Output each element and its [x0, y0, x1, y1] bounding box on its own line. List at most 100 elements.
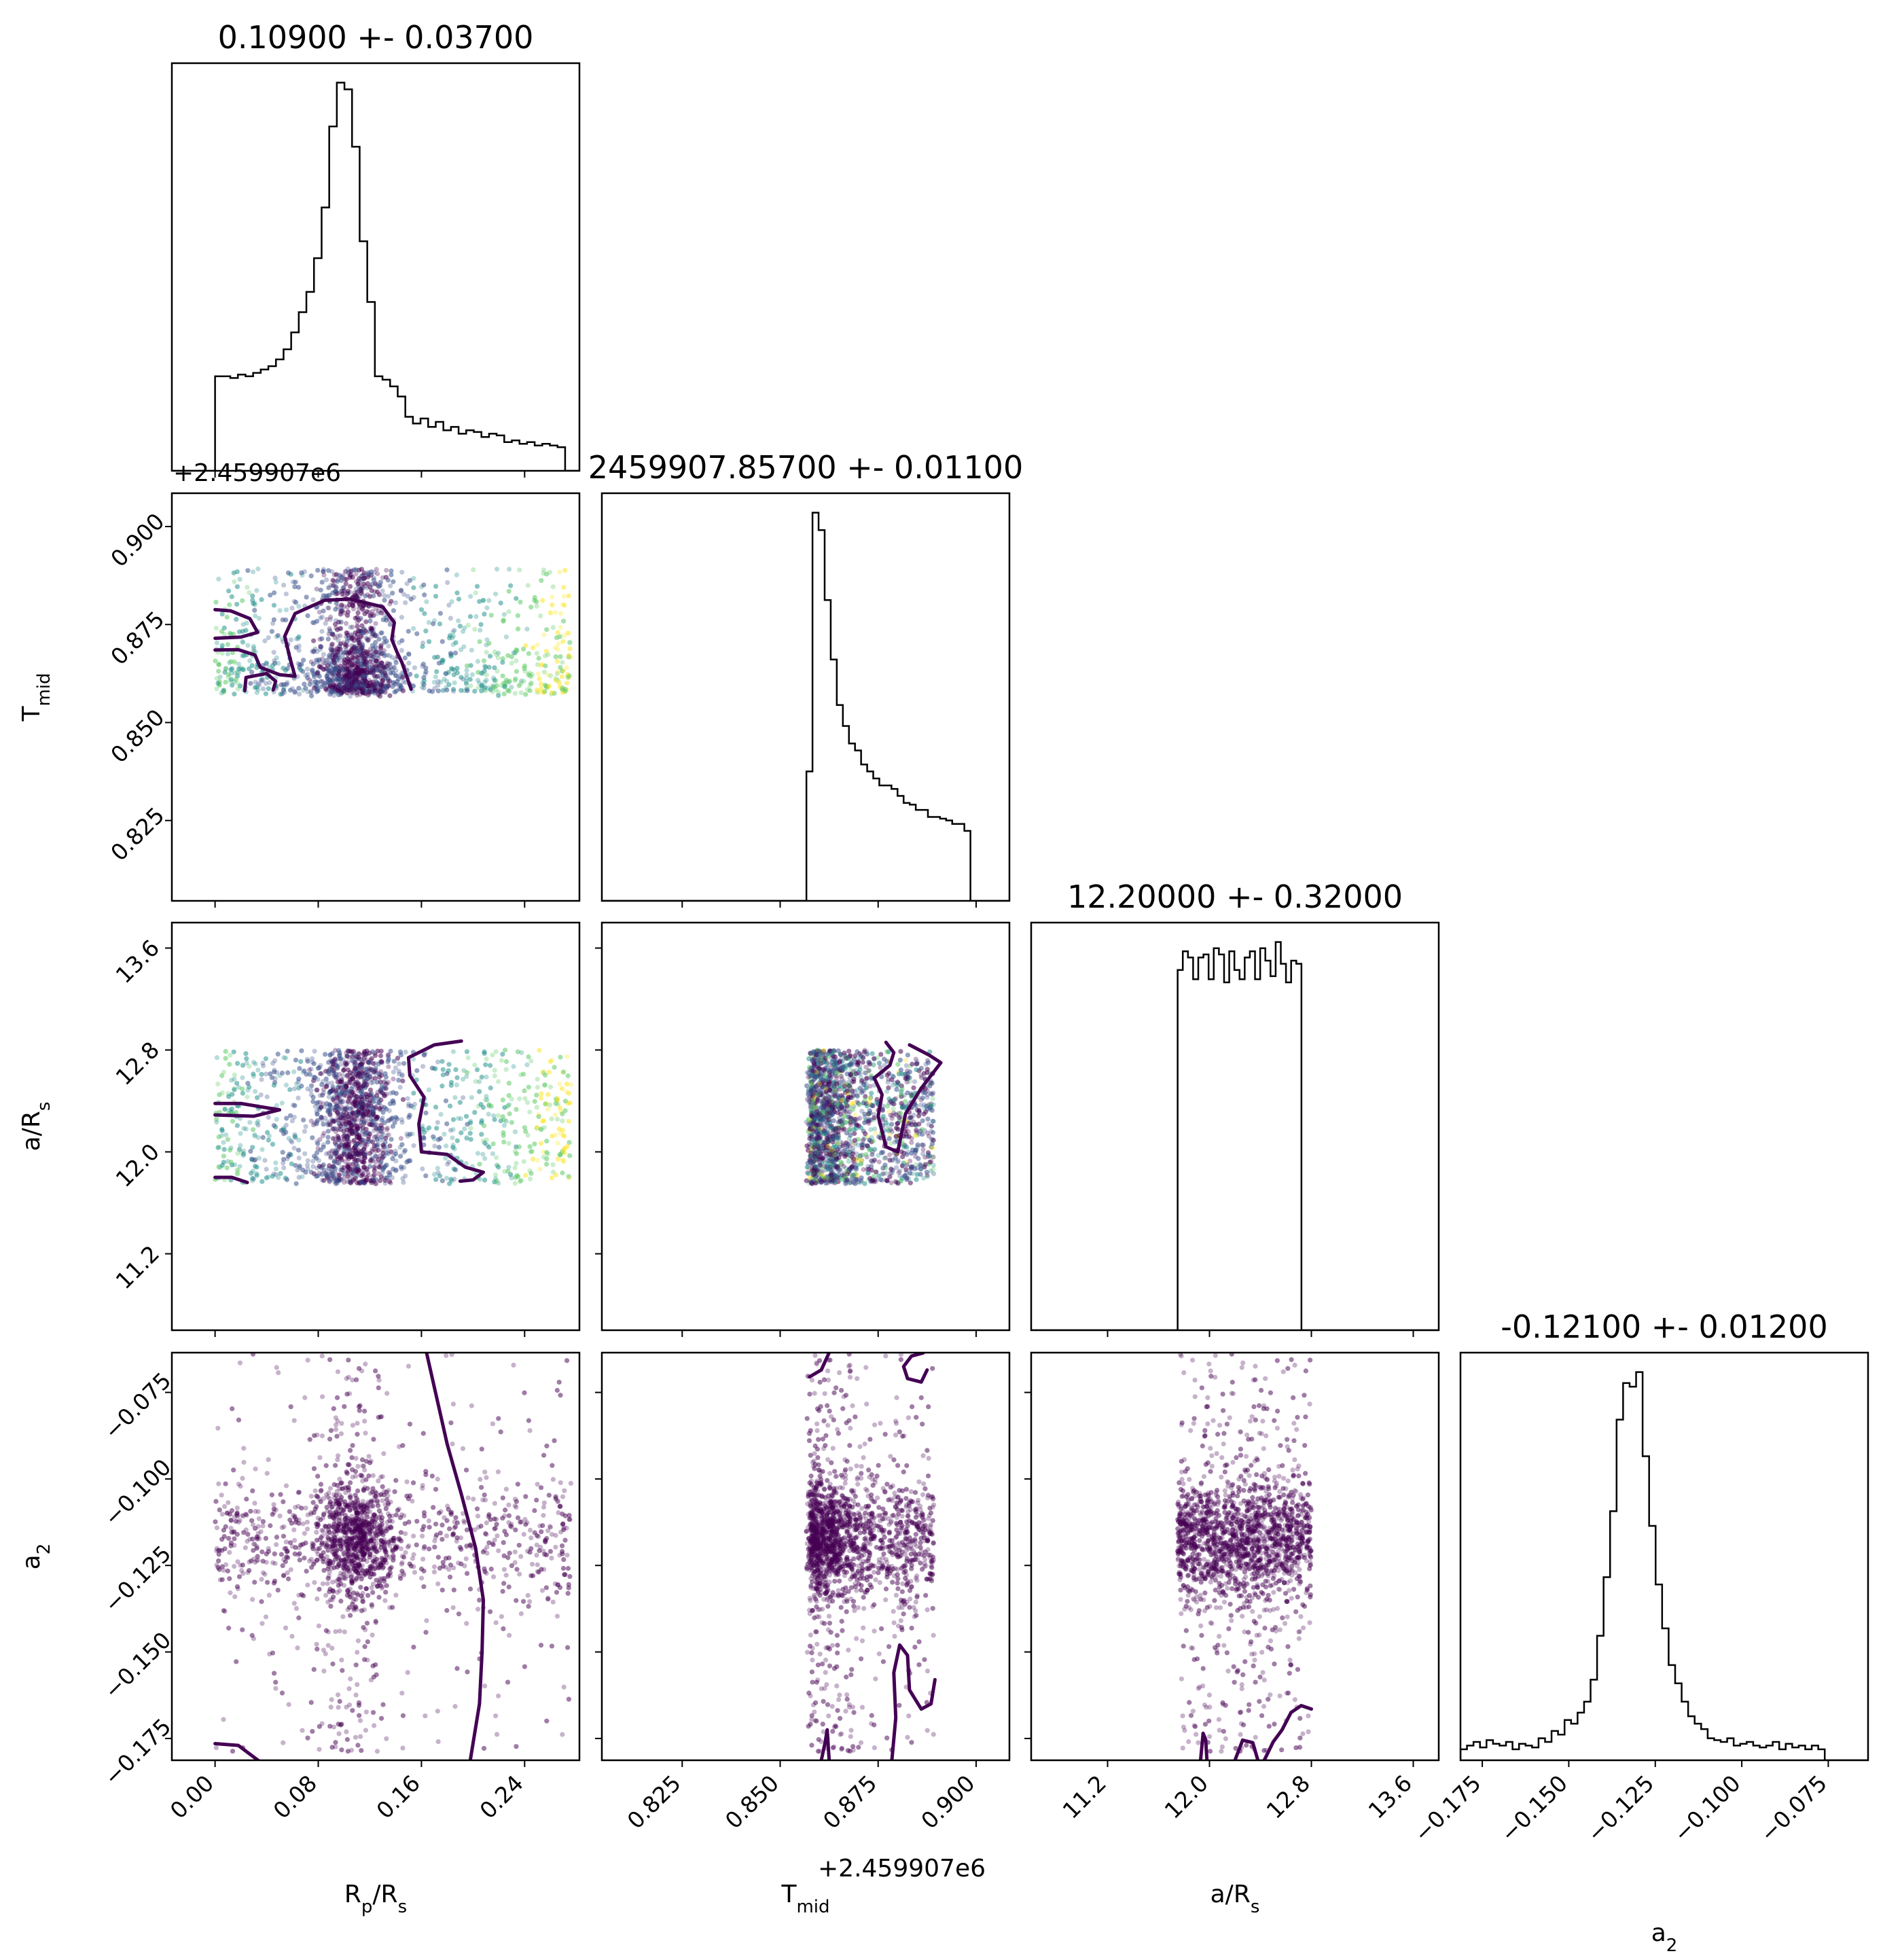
sample-point: [450, 1135, 455, 1141]
sample-point: [357, 628, 362, 634]
sample-point: [345, 1060, 351, 1065]
sample-point: [369, 1149, 375, 1154]
sample-point: [331, 660, 338, 666]
sample-point: [271, 617, 276, 622]
sample-point: [359, 654, 365, 660]
sample-point: [371, 630, 376, 635]
sample-point: [378, 645, 384, 650]
sample-point: [238, 666, 243, 671]
sample-point: [446, 1068, 451, 1073]
sample-point: [356, 567, 362, 573]
sample-point: [373, 1159, 378, 1164]
sample-point: [345, 566, 351, 572]
sample-point: [378, 675, 384, 681]
sample-point: [340, 588, 345, 594]
sample-point: [400, 675, 406, 680]
sample-point: [365, 670, 370, 675]
sample-point: [377, 690, 382, 695]
sample-point: [283, 591, 289, 596]
sample-point: [336, 1048, 342, 1053]
sample-point: [335, 655, 340, 660]
sample-point: [371, 593, 376, 599]
sample-point: [252, 607, 257, 613]
sample-point: [330, 590, 336, 596]
sample-point: [336, 1084, 341, 1090]
sample-point: [356, 1097, 361, 1102]
sample-point: [375, 1090, 380, 1095]
sample-point: [360, 667, 365, 673]
sample-point: [336, 686, 342, 692]
sample-point: [311, 1061, 317, 1067]
sample-point: [352, 671, 357, 677]
sample-point: [337, 668, 342, 673]
sample-point: [335, 627, 340, 632]
sample-point: [482, 611, 487, 617]
sample-point: [493, 1049, 499, 1054]
sample-point: [365, 637, 371, 643]
sample-point: [346, 569, 352, 575]
sample-point: [308, 659, 314, 664]
sample-point: [281, 687, 287, 693]
sample-point: [266, 686, 271, 692]
sample-point: [562, 1133, 567, 1139]
sample-point: [330, 1126, 336, 1132]
sample-point: [448, 652, 454, 658]
sample-point: [391, 680, 397, 685]
sample-point: [213, 626, 219, 631]
sample-point: [293, 580, 298, 585]
sample-point: [342, 1106, 348, 1111]
sample-point: [356, 1136, 362, 1141]
sample-point: [344, 639, 350, 644]
sample-point: [354, 672, 359, 677]
sample-point: [534, 1105, 539, 1110]
sample-point: [296, 1137, 302, 1143]
sample-point: [333, 607, 338, 612]
sample-point: [468, 1137, 473, 1142]
sample-point: [252, 1132, 257, 1137]
sample-point: [348, 648, 354, 654]
sample-point: [358, 1133, 363, 1139]
sample-point: [545, 672, 551, 677]
sample-point: [358, 664, 363, 669]
sample-point: [383, 575, 389, 580]
sample-point: [377, 694, 383, 699]
sample-point: [456, 1116, 461, 1121]
sample-point: [365, 1076, 370, 1082]
sample-point: [354, 682, 359, 688]
sample-point: [336, 669, 342, 675]
sample-point: [384, 1147, 390, 1152]
sample-point: [361, 655, 366, 661]
sample-point: [538, 1095, 544, 1101]
sample-point: [334, 601, 339, 606]
sample-point: [347, 575, 353, 580]
sample-point: [274, 655, 279, 660]
sample-point: [319, 644, 324, 649]
sample-point: [374, 679, 379, 685]
sample-point: [391, 1099, 396, 1104]
sample-point: [335, 671, 340, 676]
sample-point: [362, 677, 367, 682]
sample-point: [354, 649, 359, 655]
sample-point: [283, 1175, 288, 1181]
sample-point: [349, 1128, 355, 1134]
sample-point: [287, 1087, 293, 1092]
sample-point: [500, 656, 505, 662]
sample-point: [337, 688, 343, 694]
sample-point: [383, 575, 389, 580]
sample-point: [362, 667, 367, 673]
sample-point: [338, 646, 343, 652]
sample-point: [344, 630, 349, 636]
sample-point: [446, 670, 451, 675]
sample-point: [566, 1090, 571, 1096]
sample-point: [258, 1092, 264, 1098]
sample-point: [335, 1096, 340, 1101]
sample-point: [355, 624, 360, 629]
sample-point: [352, 680, 358, 685]
sample-point: [368, 653, 374, 658]
sample-point: [342, 663, 347, 669]
sample-point: [562, 603, 567, 608]
sample-point: [353, 684, 358, 690]
sample-point: [298, 667, 304, 673]
sample-point: [339, 679, 344, 684]
sample-point: [255, 1135, 261, 1140]
